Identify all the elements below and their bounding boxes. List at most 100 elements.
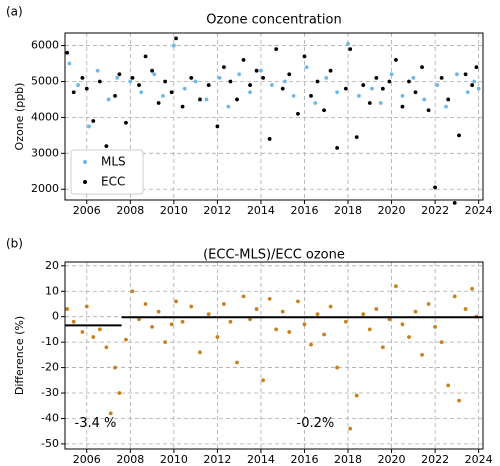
data-point	[161, 93, 165, 98]
x-tick-label: 2006	[73, 453, 101, 466]
data-point	[124, 337, 128, 342]
data-point	[226, 104, 231, 109]
data-point	[380, 86, 385, 91]
data-point	[400, 104, 405, 109]
data-point	[156, 309, 161, 314]
x-tick-label: 2006	[73, 204, 101, 217]
data-point	[291, 93, 296, 98]
data-point	[420, 65, 424, 70]
x-tick-label: 2010	[160, 453, 188, 466]
data-point	[254, 68, 259, 73]
data-point	[335, 365, 340, 370]
data-point	[71, 90, 76, 95]
data-point	[150, 68, 154, 73]
data-point	[169, 322, 174, 327]
data-point	[267, 296, 272, 301]
data-point	[222, 65, 226, 70]
data-point	[143, 54, 148, 59]
annotation: -0.2%	[297, 416, 335, 431]
data-point	[97, 79, 102, 84]
data-point	[139, 90, 144, 95]
data-point	[108, 411, 113, 416]
data-point	[97, 327, 102, 332]
data-point	[328, 68, 333, 73]
data-point	[241, 294, 246, 299]
data-point	[387, 79, 392, 84]
data-point	[280, 86, 285, 91]
x-tick-label: 2022	[421, 204, 449, 217]
data-point	[65, 50, 70, 55]
data-point	[433, 185, 438, 190]
data-point	[389, 72, 394, 77]
data-point	[446, 97, 451, 102]
data-point	[335, 146, 340, 150]
data-point	[171, 43, 176, 48]
data-point	[193, 79, 198, 84]
data-point	[420, 352, 424, 357]
data-point	[137, 317, 141, 322]
plot-frame	[64, 261, 484, 450]
data-point	[474, 65, 479, 70]
data-point	[380, 345, 385, 350]
x-tick-label: 2022	[421, 453, 449, 466]
data-point	[361, 83, 366, 87]
data-point	[84, 86, 89, 91]
data-point	[152, 72, 157, 77]
data-point	[400, 322, 405, 327]
data-point	[446, 383, 451, 388]
data-point	[348, 47, 353, 52]
data-point	[215, 124, 220, 129]
data-point	[407, 335, 411, 339]
data-point	[130, 75, 135, 80]
y-tick-label: 2000	[31, 182, 59, 195]
data-point	[261, 75, 266, 80]
data-point	[304, 65, 309, 70]
x-tick-label: 2014	[247, 453, 275, 466]
y-tick-label: 6000	[31, 39, 59, 52]
legend-marker	[83, 160, 87, 164]
data-point	[174, 299, 178, 304]
data-point	[163, 340, 168, 345]
data-point	[113, 93, 117, 98]
data-point	[91, 119, 96, 123]
data-point	[343, 86, 348, 91]
data-point	[87, 124, 91, 129]
data-point	[241, 58, 246, 62]
data-point	[357, 93, 361, 98]
data-point	[280, 309, 285, 314]
data-point	[274, 47, 279, 52]
data-point	[248, 317, 252, 322]
y-tick-label: 5000	[31, 74, 59, 87]
data-point	[128, 79, 133, 84]
data-point	[222, 302, 226, 306]
data-point	[413, 90, 418, 95]
data-point	[470, 286, 475, 291]
data-point	[348, 426, 353, 431]
data-point	[189, 304, 194, 309]
y-tick-label: -50	[41, 437, 59, 450]
y-tick-label: -30	[41, 386, 59, 399]
data-point	[387, 317, 392, 322]
x-tick-label: 2012	[203, 204, 231, 217]
data-point	[370, 86, 374, 91]
x-tick-label: 2008	[116, 204, 144, 217]
plot-frame	[64, 32, 484, 201]
data-point	[267, 137, 272, 141]
x-tick-label: 2014	[247, 204, 275, 217]
x-tick-label: 2012	[203, 453, 231, 466]
data-point	[426, 302, 431, 306]
legend-label: ECC	[101, 175, 125, 189]
data-point	[463, 72, 468, 77]
data-point	[394, 284, 398, 289]
x-tick-label: 2008	[116, 453, 144, 466]
data-point	[282, 79, 287, 84]
data-point	[269, 83, 274, 87]
data-point	[106, 97, 111, 102]
data-point	[435, 83, 440, 87]
data-point	[95, 68, 100, 73]
data-point	[400, 93, 405, 98]
data-point	[322, 108, 326, 113]
data-point	[180, 319, 185, 324]
data-point	[457, 398, 461, 403]
